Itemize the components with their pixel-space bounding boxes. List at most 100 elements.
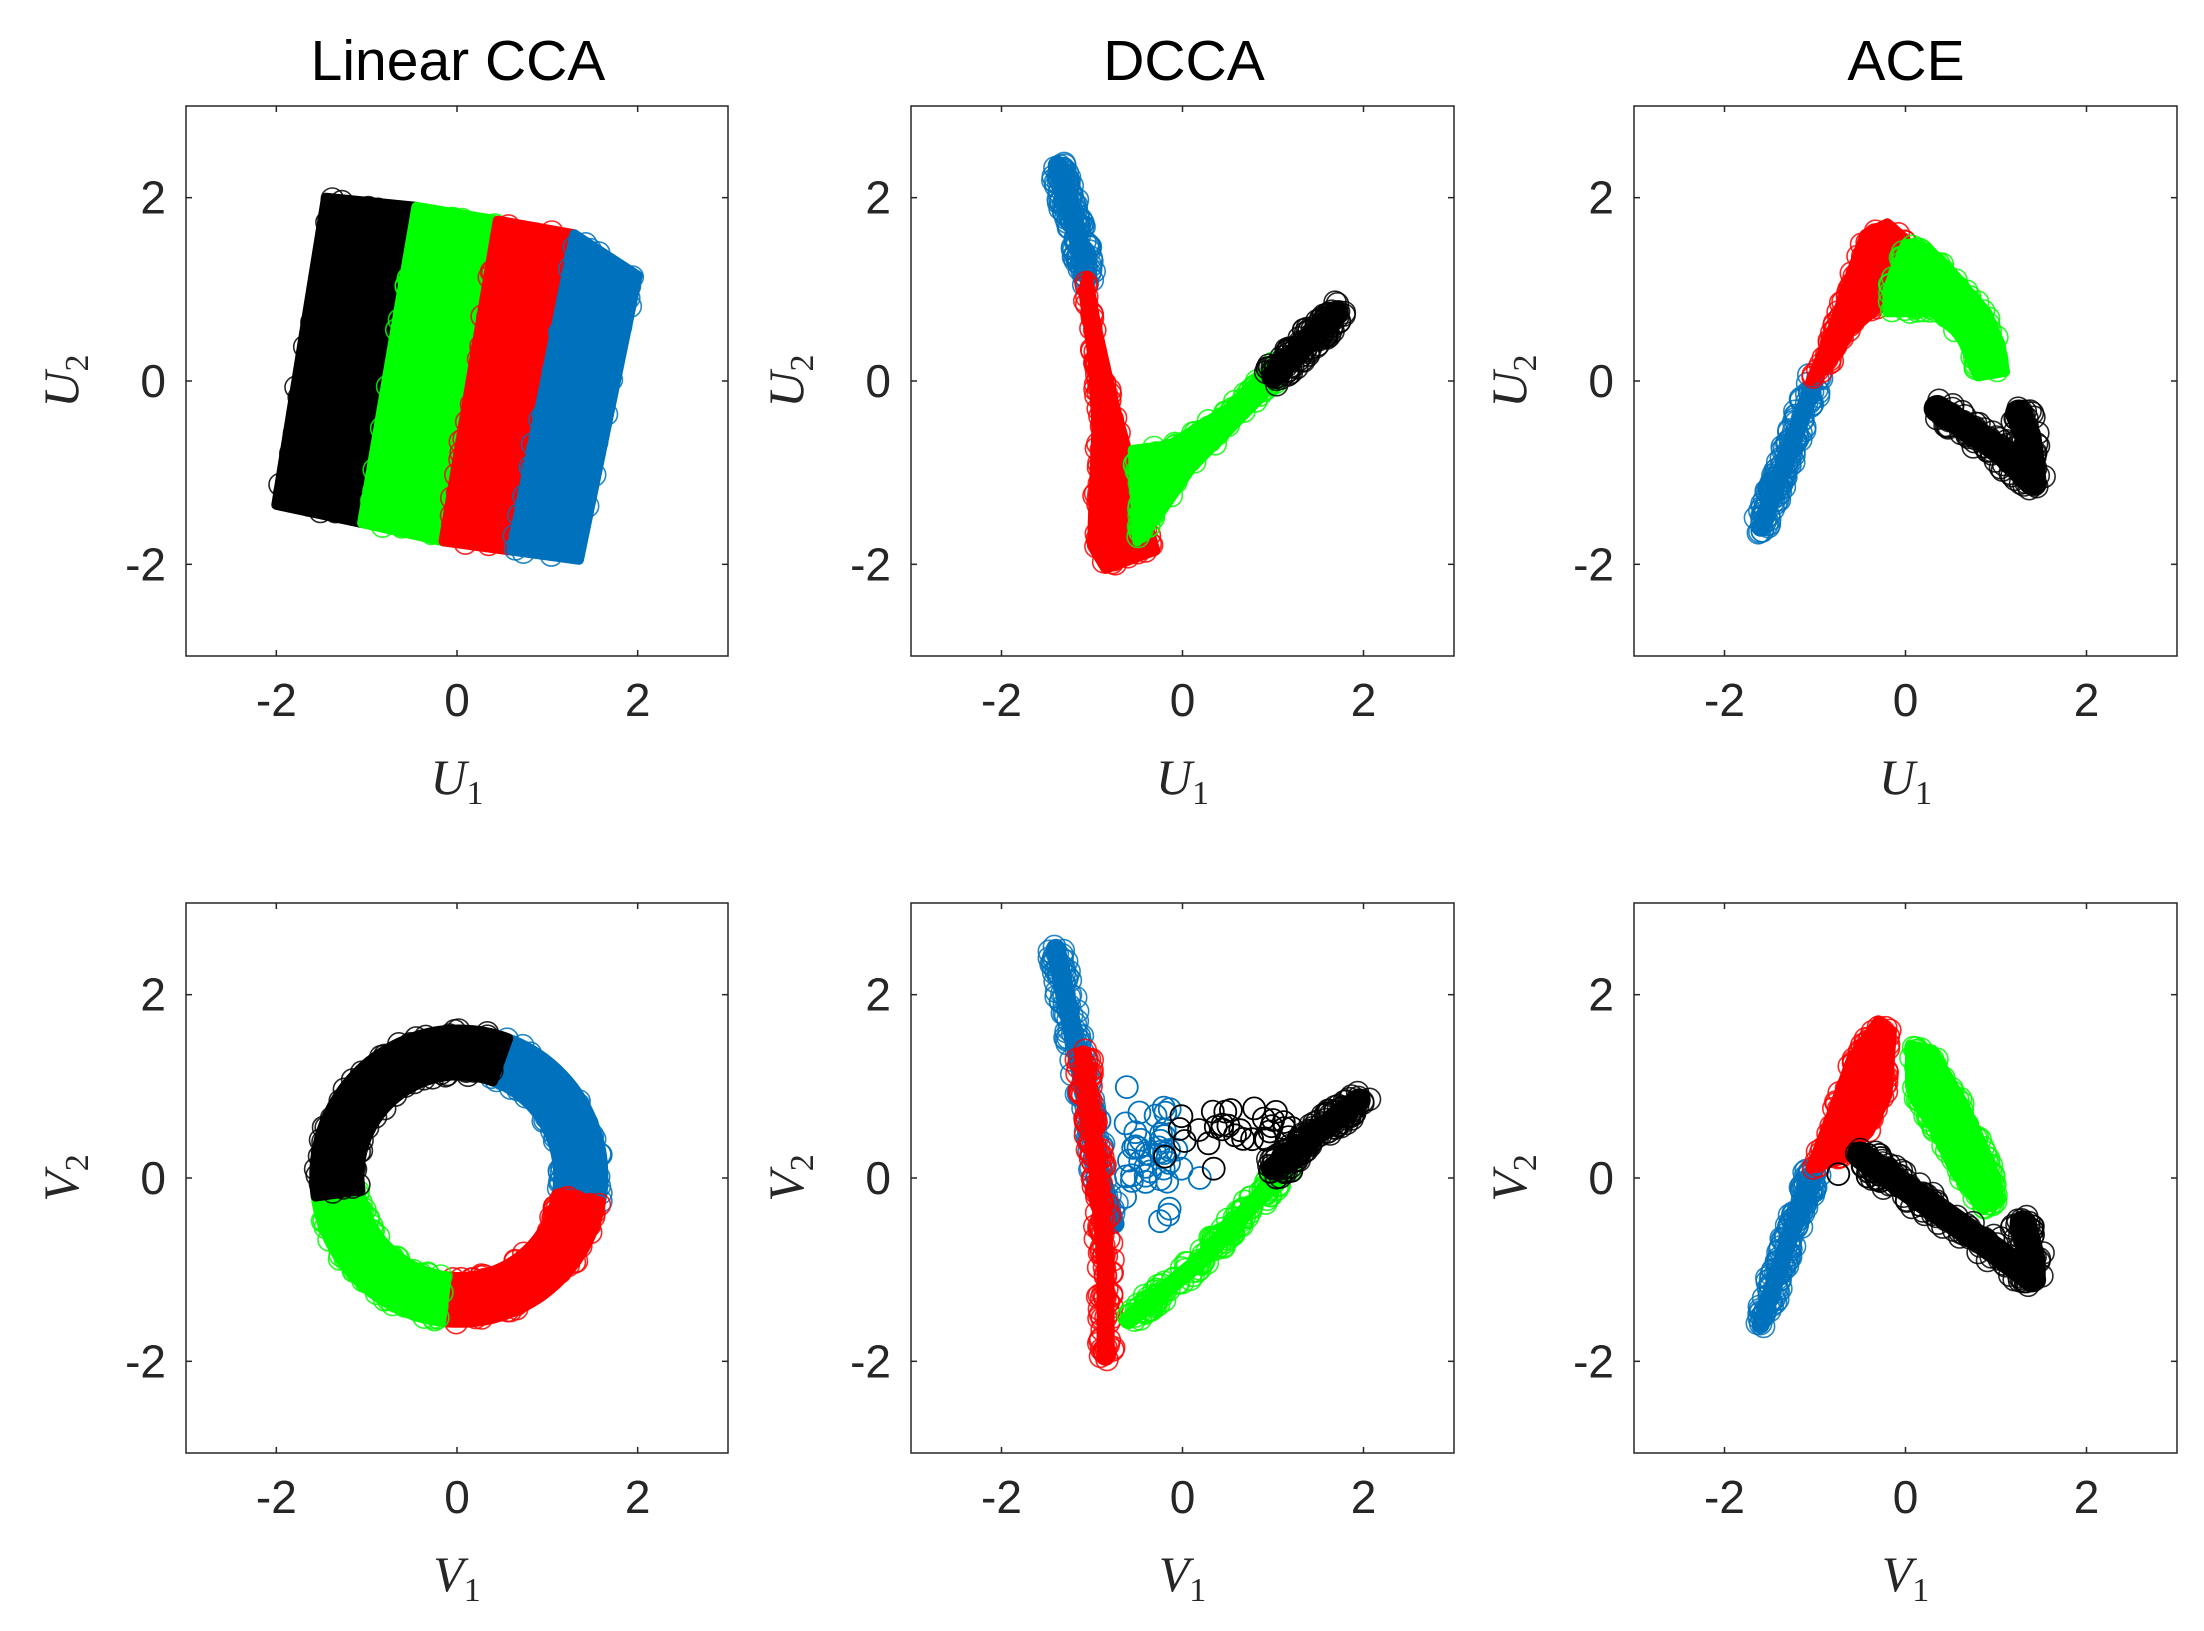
data-point (438, 280, 462, 305)
sparse-point (1851, 1154, 1875, 1178)
data-point (366, 197, 390, 222)
data-point (1839, 261, 1864, 286)
plot-area (911, 106, 1454, 656)
data-point (1122, 453, 1147, 477)
plot-area (186, 903, 728, 1453)
series-black (1923, 388, 2056, 501)
data-point (315, 258, 339, 283)
data-point (587, 332, 612, 357)
data-point (1866, 1086, 1891, 1111)
data-point (570, 333, 595, 358)
data-point (1952, 403, 1977, 428)
data-point (1090, 1193, 1114, 1218)
data-point (572, 354, 597, 379)
data-point (1789, 1201, 1814, 1225)
data-point (1949, 1134, 1973, 1159)
data-point (1922, 1194, 1946, 1219)
x-tick-label: 0 (444, 1471, 470, 1523)
sparse-point (1172, 1129, 1197, 1153)
data-point (448, 447, 472, 472)
data-point (580, 1132, 605, 1157)
data-point (1054, 206, 1078, 230)
data-point (335, 1124, 359, 1148)
y-tick-label: 0 (1588, 355, 1614, 407)
x-tick-label: -2 (981, 674, 1022, 726)
data-point (430, 308, 455, 333)
data-point (339, 196, 364, 220)
data-point (1917, 1097, 1942, 1121)
data-point (1989, 1226, 2013, 1250)
data-point (341, 1172, 366, 1197)
data-point (344, 383, 369, 407)
data-point (1357, 1087, 1382, 1112)
data-point (1957, 1155, 1982, 1180)
data-point (417, 469, 442, 493)
data-point (426, 326, 451, 350)
data-point (1191, 427, 1215, 452)
data-point (314, 411, 338, 435)
x-tick-label: -2 (256, 674, 297, 726)
y-tick-label: 2 (140, 969, 166, 1021)
data-point (383, 428, 407, 453)
data-point (576, 279, 601, 304)
data-point (310, 494, 335, 519)
data-point (1968, 350, 1992, 375)
data-point (521, 1047, 546, 1071)
data-point (373, 1056, 398, 1080)
data-point (1983, 1172, 2007, 1197)
data-point (1151, 482, 1176, 506)
data-point (1133, 1293, 1158, 1318)
data-point (349, 234, 374, 259)
data-point (1923, 1061, 1947, 1085)
data-point (567, 313, 591, 338)
data-point (349, 298, 374, 323)
data-point (514, 1056, 539, 1080)
data-point (1839, 1097, 1863, 1121)
data-point (1808, 1141, 1833, 1165)
data-point (1078, 1146, 1103, 1171)
data-point (515, 255, 540, 280)
data-point (1940, 1097, 1965, 1122)
data-point (1136, 488, 1160, 513)
data-point (387, 1281, 412, 1305)
data-point (1778, 426, 1803, 451)
data-point (335, 1143, 359, 1168)
sparse-point (1201, 1156, 1226, 1181)
sparse-point (1117, 1148, 1141, 1173)
data-point (2017, 1210, 2041, 1235)
data-point (369, 495, 394, 520)
data-point (1087, 374, 1111, 399)
data-point (1091, 549, 1116, 574)
sparse-point (1855, 1164, 1880, 1189)
data-point (1925, 299, 1950, 323)
data-point (1327, 310, 1351, 334)
data-point (571, 1155, 595, 1180)
data-point (1955, 313, 1980, 337)
data-point (562, 1250, 587, 1274)
data-point (554, 434, 579, 459)
data-point (1900, 234, 1924, 259)
data-point (422, 323, 447, 348)
data-point (1137, 478, 1161, 503)
sparse-point (1123, 1120, 1148, 1145)
data-point (1225, 1200, 1250, 1224)
data-point (463, 466, 488, 491)
data-point (363, 1105, 388, 1129)
data-point (362, 479, 386, 503)
data-point (510, 224, 534, 249)
y-tick-label: 0 (140, 355, 166, 407)
title-dcca: DCCA (1103, 29, 1265, 93)
data-point (479, 372, 504, 397)
data-point (1981, 1162, 2005, 1186)
data-point (457, 1299, 481, 1324)
data-point (414, 403, 439, 428)
data-layer (303, 1018, 613, 1335)
data-point (1938, 301, 1963, 325)
data-point (333, 1224, 358, 1249)
data-point (1191, 1249, 1216, 1273)
data-point (1976, 1146, 2001, 1171)
data-point (1915, 1187, 1939, 1211)
data-point (1067, 1048, 1092, 1073)
